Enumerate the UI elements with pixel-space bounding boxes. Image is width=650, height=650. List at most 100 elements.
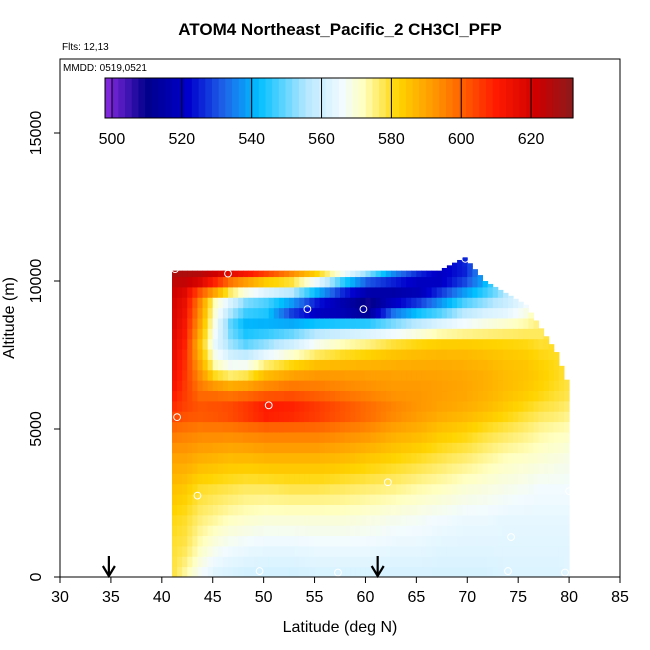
heatmap-cell xyxy=(380,566,387,577)
heatmap-cell xyxy=(406,286,412,298)
heatmap-cell xyxy=(553,556,560,568)
heatmap-cell xyxy=(299,421,305,433)
heatmap-cell xyxy=(187,504,193,516)
heatmap-cell xyxy=(390,545,397,557)
heatmap-cell xyxy=(431,442,438,454)
heatmap-cell xyxy=(222,400,229,412)
heatmap-cell xyxy=(558,545,565,557)
heatmap-cell xyxy=(564,504,570,516)
heatmap-cell xyxy=(217,525,224,537)
heatmap-cell xyxy=(416,380,422,392)
heatmap-cell xyxy=(345,270,351,278)
heatmap-cell xyxy=(416,411,422,423)
heatmap-cell xyxy=(197,400,204,412)
heatmap-cell xyxy=(304,369,310,381)
heatmap-cell xyxy=(370,338,377,350)
heatmap-cell xyxy=(304,431,310,443)
heatmap-cell xyxy=(401,421,407,433)
heatmap-cell xyxy=(380,504,387,516)
heatmap-cell xyxy=(202,276,209,288)
sample-marker xyxy=(193,491,202,500)
heatmap-cell xyxy=(385,270,392,278)
heatmap-cell xyxy=(202,452,209,464)
heatmap-cell xyxy=(472,359,478,371)
heatmap-cell xyxy=(548,535,555,547)
heatmap-cell xyxy=(360,442,366,454)
heatmap-cell xyxy=(233,270,239,278)
heatmap-cell xyxy=(553,535,560,547)
heatmap-cell xyxy=(197,431,204,443)
heatmap-cell xyxy=(304,442,310,454)
heatmap-cell xyxy=(182,535,188,547)
heatmap-cell xyxy=(177,400,183,412)
heatmap-cell xyxy=(202,307,209,319)
colorbar-segment xyxy=(492,78,501,118)
colorbar-segment xyxy=(472,78,480,118)
heatmap-cell xyxy=(502,514,509,526)
heatmap-cell xyxy=(513,556,519,568)
heatmap-cell xyxy=(543,349,550,360)
heatmap-cell xyxy=(329,369,336,381)
heatmap-cell xyxy=(350,473,356,485)
colorbar-segment xyxy=(125,78,133,118)
heatmap-cell xyxy=(487,525,494,537)
heatmap-cell xyxy=(523,442,529,454)
heatmap-cell xyxy=(477,545,484,557)
heatmap-cell xyxy=(243,473,249,485)
y-tick-label: 10000 xyxy=(28,259,45,304)
heatmap-cell xyxy=(253,369,260,381)
heatmap-cell xyxy=(304,318,310,329)
heatmap-cell xyxy=(187,483,193,495)
heatmap-cell xyxy=(217,452,224,464)
heatmap-cell xyxy=(441,545,448,557)
heatmap-cell xyxy=(278,369,285,381)
heatmap-cell xyxy=(263,566,270,577)
heatmap-cell xyxy=(222,504,229,516)
heatmap-cell xyxy=(350,307,356,319)
heatmap-cell xyxy=(278,525,285,537)
heatmap-cell xyxy=(543,442,550,454)
heatmap-cell xyxy=(487,400,494,412)
heatmap-cell xyxy=(172,380,178,392)
heatmap-cell xyxy=(172,400,178,412)
heatmap-cell xyxy=(487,483,494,495)
heatmap-cell xyxy=(263,556,270,568)
heatmap-cell xyxy=(390,566,397,577)
heatmap-cell xyxy=(548,390,555,402)
heatmap-cell xyxy=(314,328,321,340)
heatmap-cell xyxy=(477,380,484,392)
heatmap-cell xyxy=(462,514,468,526)
heatmap-cell xyxy=(192,411,198,423)
heatmap-cell xyxy=(345,338,351,350)
heatmap-cell xyxy=(278,494,285,505)
heatmap-cell xyxy=(314,359,321,371)
heatmap-cell xyxy=(207,380,214,392)
heatmap-cell xyxy=(350,328,356,340)
sample-marker xyxy=(383,478,392,487)
heatmap-cell xyxy=(284,483,290,495)
heatmap-cell xyxy=(462,390,468,402)
heatmap-cell xyxy=(457,494,463,505)
heatmap-cell xyxy=(482,473,489,485)
heatmap-cell xyxy=(452,504,458,516)
heatmap-cell xyxy=(416,390,422,402)
heatmap-cell xyxy=(207,318,214,329)
heatmap-cell xyxy=(268,473,275,485)
heatmap-cell xyxy=(375,307,382,319)
heatmap-cell xyxy=(304,270,310,278)
heatmap-cell xyxy=(421,556,428,568)
heatmap-cell xyxy=(426,338,433,350)
heatmap-cell xyxy=(329,328,336,340)
heatmap-cell xyxy=(543,514,550,526)
heatmap-cell xyxy=(319,566,326,577)
heatmap-cell xyxy=(487,566,494,577)
heatmap-cell xyxy=(518,535,524,547)
heatmap-cell xyxy=(248,369,254,381)
heatmap-cell xyxy=(197,411,204,423)
heatmap-cell xyxy=(324,473,331,485)
heatmap-cell xyxy=(396,380,402,392)
heatmap-cell xyxy=(416,566,422,577)
heatmap-cell xyxy=(411,297,417,309)
heatmap-cell xyxy=(172,494,178,505)
heatmap-cell xyxy=(289,452,295,464)
